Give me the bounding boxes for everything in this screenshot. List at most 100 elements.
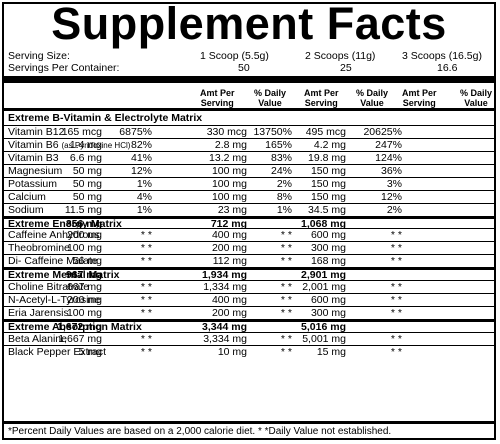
- matrix-header-row: Extreme Absorption Matrix 1,672 mg 3,344 m…: [4, 319, 494, 332]
- amount-cell-2: 112 mg: [212, 255, 247, 268]
- amount-cell-3: 150 mg: [310, 190, 346, 203]
- serving-size-row: Serving Size: 1 Scoop (5.5g) 2 Scoops (1…: [4, 50, 494, 62]
- nutrient-name: Magnesium: [8, 164, 63, 177]
- serving-size-3: 3 Scoops (16.5g): [402, 50, 482, 62]
- daily-value-cell-2: * *: [280, 281, 292, 294]
- table-row: Theobromine 100 mg * * 200 mg * * 300 mg * *: [4, 241, 494, 254]
- nutrient-name: N-Acetyl-L-Tyrosine: [8, 294, 101, 307]
- servings-per-container-row: Servings Per Container: 50 25 16.6: [4, 62, 494, 74]
- daily-value-cell-3: 2%: [386, 203, 402, 216]
- nutrient-name: Calcium: [8, 190, 46, 203]
- table-row: Potassium 50 mg 1% 100 mg 2% 150 mg 3%: [4, 176, 494, 190]
- amount-cell-3: 168 mg: [310, 255, 346, 268]
- table-row: Di- Caffeine Malate 56 mg * * 112 mg * * 168 …: [4, 254, 494, 267]
- daily-value-cell-3: * *: [390, 242, 402, 255]
- servings-3: 16.6: [437, 62, 458, 74]
- servings-1: 50: [238, 62, 250, 74]
- amount-cell-3: 150 mg: [310, 164, 346, 177]
- nutrient-name: Extreme Energy Matrix: [8, 217, 122, 230]
- daily-value-cell-3: * *: [390, 281, 402, 294]
- amount-cell-3: 300 mg: [310, 242, 346, 255]
- nutrient-name: Potassium: [8, 177, 58, 190]
- daily-value-cell-2: 2%: [276, 177, 292, 190]
- daily-value-cell-3: 36%: [380, 164, 402, 177]
- daily-value-cell-2: * *: [280, 345, 292, 358]
- matrix-header-row: Extreme Mental Matrix 967 mg 1,934 mg 2,901…: [4, 267, 494, 282]
- daily-value-cell-2: 1%: [276, 203, 292, 216]
- amount-cell-1: 200 mg: [66, 294, 102, 307]
- amount-cell-2: 712 mg: [210, 217, 247, 230]
- daily-value-cell-3: * *: [390, 229, 402, 242]
- nutrient-name: Caffeine Anhydrous: [8, 229, 100, 242]
- daily-value-cell-1: 82%: [130, 138, 152, 151]
- amount-cell-1: 50 mg: [72, 190, 102, 203]
- nutrient-name: Vitamin B6 (as Pyridoxine HCl): [8, 138, 131, 151]
- amount-cell-1: 11.5 mg: [64, 203, 102, 216]
- daily-value-cell-1: 4%: [136, 190, 152, 203]
- dv-header-2: % Daily Value: [356, 88, 389, 108]
- table-row: Vitamin B12 165 mcg 6875% 330 mcg 13750% 495 …: [4, 124, 494, 138]
- footnote: *Percent Daily Values are based on a 2,0…: [8, 426, 392, 437]
- amount-cell-2: 400 mg: [211, 294, 247, 307]
- table-row: Magnesium 50 mg 12% 100 mg 24% 150 mg 36%: [4, 163, 494, 177]
- amount-cell-3: 150 mg: [310, 177, 346, 190]
- nutrient-name: Choline Bitratrate: [8, 281, 90, 294]
- amount-cell-2: 3,334 mg: [203, 332, 247, 345]
- daily-value-cell-1: 12%: [130, 164, 152, 177]
- dv-header-3: % Daily Value: [460, 88, 493, 108]
- daily-value-cell-3: * *: [390, 332, 402, 345]
- amount-cell-2: 100 mg: [211, 164, 247, 177]
- daily-value-cell-2: * *: [280, 229, 292, 242]
- amount-cell-2: 200 mg: [211, 242, 247, 255]
- daily-value-cell-2: * *: [280, 332, 292, 345]
- amount-cell-1: 200 mg: [66, 229, 102, 242]
- table-row: N-Acetyl-L-Tyrosine 200 mg * * 400 mg * * 600…: [4, 293, 494, 306]
- amount-cell-2: 3,344 mg: [202, 321, 247, 333]
- amount-cell-2: 23 mg: [217, 203, 247, 216]
- table-row: Vitamin B3 6.6 mg 41% 13.2 mg 83% 19.8 mg 124%: [4, 150, 494, 164]
- daily-value-cell-1: * *: [140, 345, 152, 358]
- daily-value-cell-3: 3%: [386, 177, 402, 190]
- amount-cell-1: 1,672 mg: [57, 321, 102, 333]
- daily-value-cell-3: * *: [390, 294, 402, 307]
- supplement-facts-label: Supplement Facts Serving Size: 1 Scoop (…: [2, 2, 496, 440]
- daily-value-cell-3: * *: [390, 307, 402, 320]
- servings-2: 25: [340, 62, 352, 74]
- daily-value-cell-3: * *: [390, 345, 402, 358]
- amount-cell-1: 5 mg: [78, 345, 102, 358]
- amount-cell-1: 1.4 mg: [69, 138, 102, 151]
- table-row: Beta Alanine 1,667 mg * * 3,334 mg * * 5,001 …: [4, 331, 494, 345]
- daily-value-cell-1: * *: [140, 281, 152, 294]
- amount-cell-3: 2,901 mg: [301, 269, 346, 282]
- amount-cell-3: 600 mg: [310, 229, 346, 242]
- nutrient-name: Vitamin B3: [8, 151, 59, 164]
- footer-divider: [4, 421, 494, 424]
- daily-value-cell-1: 6875%: [119, 125, 152, 138]
- daily-value-cell-3: * *: [390, 255, 402, 268]
- daily-value-cell-2: 83%: [270, 151, 292, 164]
- amount-cell-1: 165 mcg: [61, 125, 102, 138]
- serving-size-label: Serving Size:: [8, 50, 70, 62]
- daily-value-cell-1: * *: [140, 242, 152, 255]
- table-row: Vitamin B6 (as Pyridoxine HCl) 1.4 mg 82% 2…: [4, 137, 494, 151]
- amount-cell-2: 1,334 mg: [203, 281, 247, 294]
- nutrient-table: Extreme B-Vitamin & Electrolyte Matrix Vi…: [4, 112, 494, 358]
- amount-cell-3: 495 mcg: [305, 125, 346, 138]
- nutrient-name: Theobromine: [8, 242, 70, 255]
- amount-cell-3: 1,068 mg: [301, 217, 346, 230]
- nutrient-name: Black Pepper Extract: [8, 345, 107, 358]
- amount-cell-3: 15 mg: [316, 345, 346, 358]
- daily-value-cell-2: 13750%: [253, 125, 292, 138]
- daily-value-cell-3: 124%: [375, 151, 402, 164]
- amount-cell-2: 100 mg: [211, 177, 247, 190]
- amount-cell-2: 330 mcg: [206, 125, 247, 138]
- table-row: Choline Bitratrate 667 mg * * 1,334 mg * * 2,…: [4, 280, 494, 293]
- amount-cell-1: 56 mg: [72, 255, 102, 268]
- amount-cell-1: 6.6 mg: [69, 151, 102, 164]
- table-row: Eria Jarensis 100 mg * * 200 mg * * 300 mg * *: [4, 306, 494, 319]
- amount-cell-1: 667 mg: [66, 281, 102, 294]
- table-row: Sodium 11.5 mg 1% 23 mg 1% 34.5 mg 2%: [4, 202, 494, 216]
- amount-cell-2: 400 mg: [211, 229, 247, 242]
- daily-value-cell-1: 41%: [130, 151, 152, 164]
- table-row: Caffeine Anhydrous 200 mg * * 400 mg * * 600 …: [4, 228, 494, 241]
